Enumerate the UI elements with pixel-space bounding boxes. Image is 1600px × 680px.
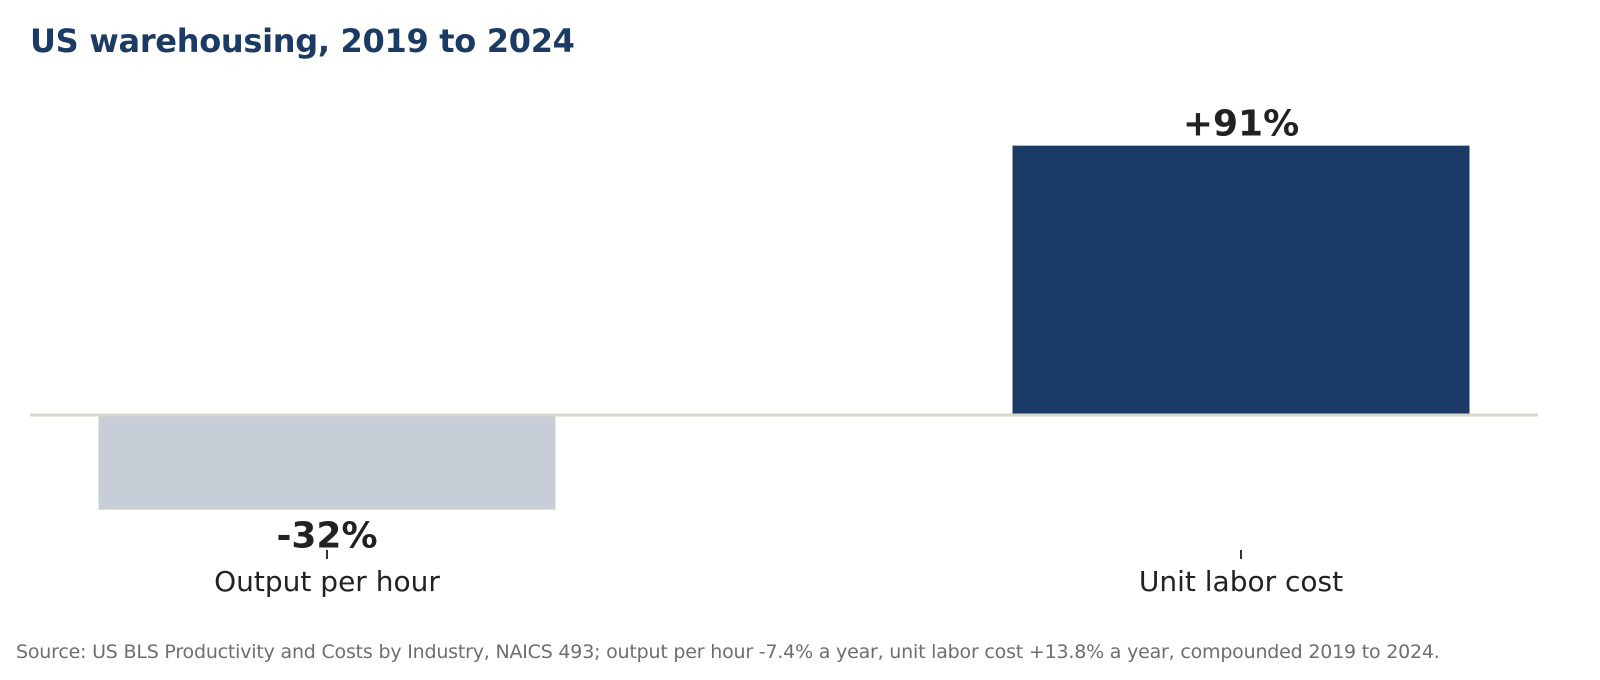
x-tick-label-1: Unit labor cost [1139,565,1343,598]
x-axis-ticks: Output per hour Unit labor cost [214,550,1343,598]
x-tick-label-0: Output per hour [214,565,440,598]
bar-1 [1012,145,1470,415]
source-note: Source: US BLS Productivity and Costs by… [16,641,1440,663]
chart-title: US warehousing, 2019 to 2024 [30,22,575,60]
data-label-0: -32% [276,516,377,557]
data-labels: -32% +91% [276,104,1299,557]
bars-layer [98,145,1470,510]
bar-0 [98,415,556,510]
data-label-1: +91% [1183,104,1299,145]
